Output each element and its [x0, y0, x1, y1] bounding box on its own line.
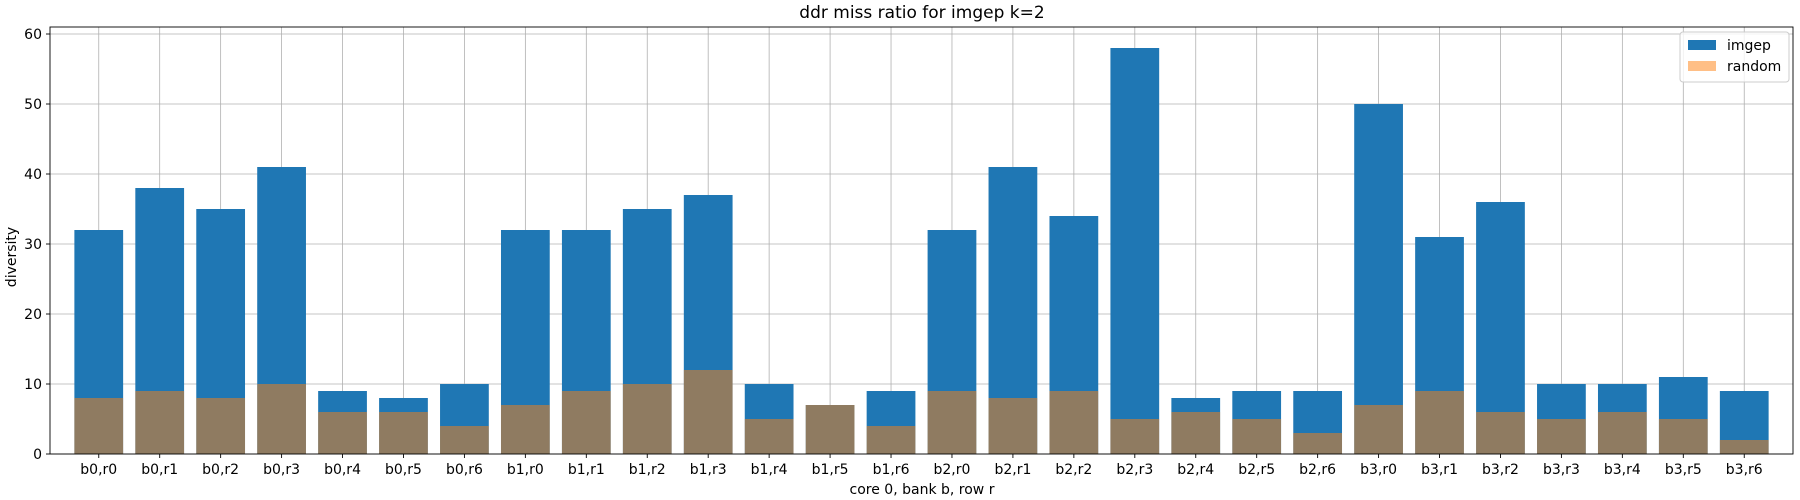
bar-random-b0-r1 [135, 391, 185, 454]
bar-random-b2-r0 [927, 391, 977, 454]
bar-random-b1-r6 [866, 426, 916, 454]
y-tick-label: 30 [24, 237, 42, 253]
x-tick-label: b0,r3 [263, 462, 300, 478]
plot-frame [49, 26, 1794, 455]
y-axis-title: diversity [4, 227, 20, 287]
x-tick-label: b3,r4 [1604, 462, 1641, 478]
x-tick-label: b0,r0 [80, 462, 117, 478]
bar-random-b2-r6 [1293, 433, 1343, 454]
bar-random-b0-r5 [379, 412, 428, 454]
bar-imgep-b2-r3 [1110, 48, 1160, 454]
x-tick-label: b0,r5 [385, 462, 422, 478]
x-tick-label: b2,r2 [1055, 462, 1092, 478]
x-axis-title: core 0, bank b, row r [850, 482, 995, 498]
x-tick-label: b1,r4 [751, 462, 788, 478]
bar-random-b2-r2 [1049, 391, 1099, 454]
x-tick-label: b3,r5 [1665, 462, 1702, 478]
y-tick-label: 0 [33, 447, 42, 463]
bar-random-b2-r5 [1232, 419, 1282, 454]
bar-random-b1-r4 [744, 419, 794, 454]
x-tick-label: b1,r2 [629, 462, 666, 478]
bar-random-b3-r6 [1719, 440, 1769, 454]
bar-random-b3-r2 [1476, 412, 1525, 454]
x-tick-label: b2,r0 [934, 462, 971, 478]
legend-swatch-random [1688, 61, 1716, 71]
bar-random-b0-r0 [74, 398, 124, 454]
bar-random-b1-r3 [683, 370, 733, 454]
y-tick-label: 40 [24, 167, 42, 183]
legend: imgep random [1679, 31, 1790, 83]
legend-swatch-imgep [1688, 40, 1716, 50]
bar-random-b0-r4 [318, 412, 367, 454]
ticks-layer: 0 10 20 30 40 50 60 b0,r0 b0,r1 b0,r2 b0,r3 b0,r4 b0… [24, 27, 1763, 478]
bar-random-b3-r3 [1537, 419, 1586, 454]
y-tick-label: 50 [24, 97, 42, 113]
x-tick-label: b3,r2 [1482, 462, 1519, 478]
x-tick-label: b2,r4 [1177, 462, 1214, 478]
bar-random-b3-r4 [1597, 412, 1647, 454]
axes-layer [49, 26, 1794, 455]
x-tick-label: b1,r5 [812, 462, 849, 478]
bar-random-b1-r5 [805, 405, 855, 454]
x-tick-label: b2,r1 [994, 462, 1031, 478]
x-tick-label: b1,r6 [873, 462, 910, 478]
bar-random-b2-r4 [1171, 412, 1221, 454]
x-tick-label: b3,r6 [1726, 462, 1763, 478]
bar-random-b0-r3 [257, 384, 306, 454]
x-tick-label: b0,r1 [141, 462, 178, 478]
x-tick-label: b1,r3 [690, 462, 727, 478]
x-tick-label: b0,r4 [324, 462, 361, 478]
chart-title: ddr miss ratio for imgep k=2 [799, 3, 1044, 23]
x-tick-label: b1,r0 [507, 462, 544, 478]
bar-random-b1-r2 [622, 384, 672, 454]
y-tick-label: 10 [24, 377, 42, 393]
x-tick-label: b2,r3 [1116, 462, 1153, 478]
bars-layer [74, 48, 1769, 454]
legend-label-imgep: imgep [1727, 38, 1771, 54]
x-tick-label: b2,r5 [1238, 462, 1275, 478]
x-tick-label: b3,r1 [1421, 462, 1458, 478]
y-tick-label: 20 [24, 307, 42, 323]
bar-random-b3-r0 [1354, 405, 1403, 454]
x-tick-label: b3,r0 [1360, 462, 1397, 478]
bar-random-b3-r1 [1415, 391, 1464, 454]
bar-random-b1-r1 [561, 391, 611, 454]
bar-random-b0-r2 [196, 398, 246, 454]
x-tick-label: b0,r2 [202, 462, 239, 478]
x-tick-label: b0,r6 [446, 462, 483, 478]
legend-label-random: random [1727, 59, 1781, 75]
bar-imgep-b3-r0 [1354, 104, 1403, 454]
bar-random-b2-r1 [988, 398, 1038, 454]
bar-random-b2-r3 [1110, 419, 1160, 454]
bar-random-b0-r6 [440, 426, 489, 454]
bar-random-b1-r0 [500, 405, 550, 454]
y-tick-label: 60 [24, 27, 42, 43]
x-tick-label: b2,r6 [1299, 462, 1336, 478]
grid-layer [50, 27, 1793, 455]
bar-random-b3-r5 [1658, 419, 1708, 454]
x-tick-label: b3,r3 [1543, 462, 1580, 478]
x-tick-label: b1,r1 [568, 462, 605, 478]
